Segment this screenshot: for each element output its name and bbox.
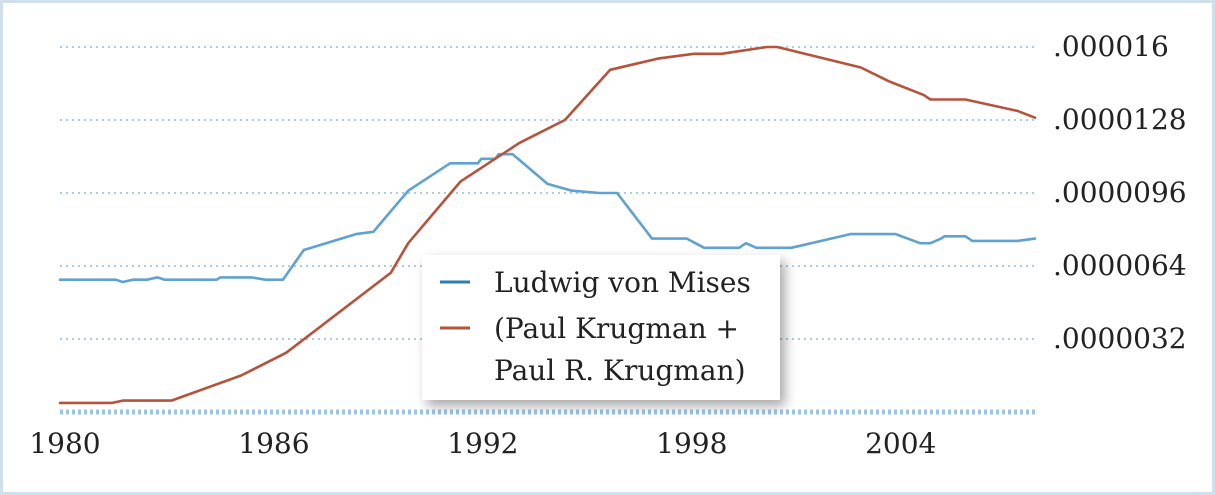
y-tick-label: .0000032 <box>1053 322 1187 355</box>
y-tick-label: .000016 <box>1053 30 1169 63</box>
x-tick-label: 1986 <box>238 427 309 460</box>
x-tick-label: 1980 <box>29 427 100 460</box>
legend-box <box>422 255 780 400</box>
legend-label: Paul R. Krugman) <box>494 354 746 387</box>
y-tick-labels: .0000032 .0000064 .0000096 .0000128 .000016 <box>1053 30 1187 355</box>
series-line-0 <box>58 152 1037 284</box>
y-tick-label: .0000128 <box>1053 103 1187 136</box>
x-tick-label: 2004 <box>865 427 936 460</box>
legend-label: Ludwig von Mises <box>494 266 751 299</box>
series-lines <box>58 45 1037 405</box>
legend-label: (Paul Krugman + <box>494 312 739 345</box>
x-tick-label: 1992 <box>447 427 518 460</box>
series-line-1 <box>58 45 1037 405</box>
y-tick-label: .0000064 <box>1053 249 1187 282</box>
y-tick-label: .0000096 <box>1053 176 1187 209</box>
legend: Ludwig von Mises (Paul Krugman + Paul R. K… <box>422 255 780 400</box>
x-tick-label: 1998 <box>656 427 727 460</box>
x-tick-labels: 1980 1986 1992 1998 2004 <box>29 427 936 460</box>
